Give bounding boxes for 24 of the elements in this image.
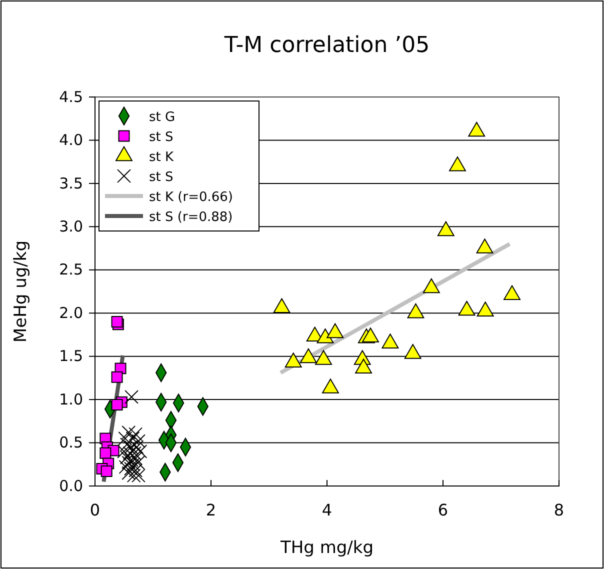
y-tick-label: 4.5 [59, 88, 83, 106]
x-tick-label: 2 [206, 500, 216, 520]
y-tick-label: 4.0 [59, 131, 83, 150]
y-tick-label: 0.0 [59, 476, 83, 495]
y-tick-label: 1.0 [59, 390, 83, 408]
legend-label: st S [149, 130, 174, 145]
legend-label: st K (r=0.66) [149, 190, 233, 205]
y-tick-label: 2.5 [59, 260, 83, 279]
chart-title: T-M correlation ’05 [223, 33, 430, 58]
x-axis-title: THg mg/kg [279, 538, 374, 558]
y-tick-label: 2.0 [59, 304, 83, 322]
y-axis-title: MeHg ug/kg [11, 240, 31, 343]
y-tick-label: 1.5 [59, 347, 83, 366]
y-tick-label: 3.5 [59, 174, 83, 192]
legend-label: st G [149, 110, 176, 125]
x-tick-label: 0 [90, 500, 100, 520]
x-tick-label: 6 [438, 500, 448, 520]
y-tick-label: 0.5 [59, 434, 83, 452]
legend-label: st S (r=0.88) [149, 210, 233, 225]
x-tick-label: 8 [554, 500, 564, 520]
x-tick-label: 4 [322, 500, 332, 520]
legend-label: st S [149, 170, 174, 185]
legend-label: st K [149, 150, 174, 165]
y-tick-label: 3.0 [59, 217, 83, 236]
